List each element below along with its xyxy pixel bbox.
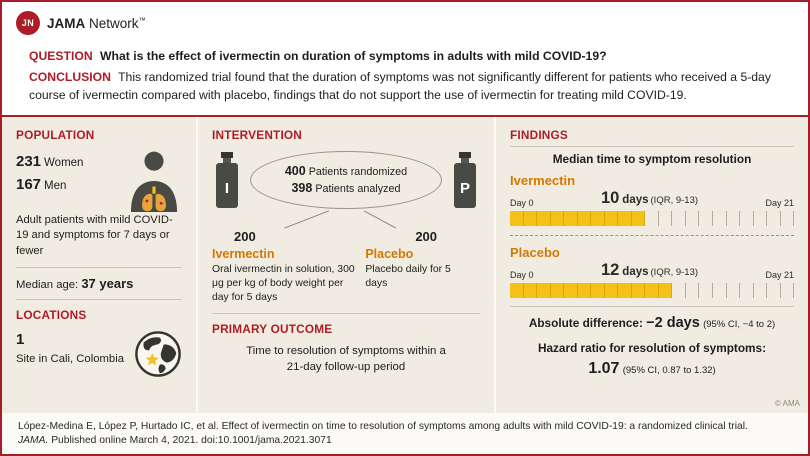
divider xyxy=(510,305,794,307)
day-start-label: Day 0 xyxy=(510,197,534,208)
jama-header: JN JAMA Network™ xyxy=(2,2,808,38)
citation-line-2: JAMA. Published online March 4, 2021. do… xyxy=(18,434,792,449)
day-end-label: Day 21 xyxy=(765,197,794,208)
locations-text: 1 Site in Cali, Colombia xyxy=(16,331,124,365)
median-age: Median age: 37 years xyxy=(16,276,134,292)
journal-name: JAMA. xyxy=(18,435,49,447)
conclusion-line: CONCLUSION This randomized trial found t… xyxy=(29,69,788,104)
primary-outcome-text: Time to resolution of symptoms within a … xyxy=(246,344,446,373)
locations-row: 1 Site in Cali, Colombia xyxy=(16,330,182,378)
population-stats-row: 231 Women 167 Men xyxy=(16,150,182,212)
population-stats: 231 Women 167 Men xyxy=(16,150,83,199)
ivermectin-bar-labels: Day 0 10 days (IQR, 9-13) Day 21 xyxy=(510,189,794,208)
ivermectin-arm-count: 200 xyxy=(234,228,256,244)
red-divider xyxy=(2,114,808,117)
hazard-ratio-value: 1.07 xyxy=(588,360,620,378)
citation-rest: Published online March 4, 2021. doi:10.1… xyxy=(48,435,332,447)
conclusion-text: This randomized trial found that the dur… xyxy=(29,70,771,102)
ivermectin-arm-name: Ivermectin xyxy=(212,246,275,261)
day-start-label: Day 0 xyxy=(510,269,534,280)
absolute-difference-value: −2 days xyxy=(646,314,700,331)
randomization-oval: 400 Patients randomized 398 Patients analy… xyxy=(250,150,442,209)
question-label: QUESTION xyxy=(29,49,93,63)
placebo-arm-count: 200 xyxy=(415,228,438,244)
intervention-heading: INTERVENTION xyxy=(212,127,303,142)
randomized-line: 400 Patients randomized xyxy=(284,164,408,179)
logo-monogram: JN xyxy=(21,18,35,28)
citation-line-1: López-Medina E, López P, Hurtado IC, et … xyxy=(18,420,748,432)
divider xyxy=(212,312,480,314)
placebo-median-value: 12 days (IQR, 9-13) xyxy=(600,260,699,279)
arms-row: 200 Ivermectin Oral ivermectin in soluti… xyxy=(212,229,480,305)
ivermectin-arm: 200 Ivermectin Oral ivermectin in soluti… xyxy=(212,229,355,305)
intervention-panel: INTERVENTION I 400 Patients randomized 39… xyxy=(198,116,494,413)
ivermectin-bottle-icon: I xyxy=(216,151,238,208)
trademark-symbol: ™ xyxy=(138,17,146,24)
findings-subtitle: Median time to symptom resolution xyxy=(552,151,752,166)
ivermectin-result-label: Ivermectin xyxy=(510,172,576,188)
ivermectin-median-value: 10 days (IQR, 9-13) xyxy=(600,188,699,207)
divider xyxy=(16,299,182,301)
brand-name: JAMA Network™ xyxy=(47,16,146,31)
placebo-timeline-bar xyxy=(510,282,795,298)
placebo-bottle-icon: P xyxy=(454,151,476,208)
hazard-ratio-line: 1.07 (95% CI, 0.87 to 1.32) xyxy=(510,357,794,380)
patient-icon xyxy=(130,151,178,212)
globe-icon xyxy=(135,331,181,378)
primary-outcome-heading: PRIMARY OUTCOME xyxy=(212,321,333,336)
ivermectin-arm-description: Oral ivermectin in solution, 300 μg per … xyxy=(212,263,355,303)
divider xyxy=(16,267,182,269)
question-text: What is the effect of ivermectin on dura… xyxy=(100,49,607,63)
population-panel: POPULATION 231 Women 167 Men Adult patient… xyxy=(2,116,196,413)
ama-copyright: © AMA xyxy=(774,398,800,408)
bottle-letter-i: I xyxy=(225,180,229,197)
hazard-ratio: Hazard ratio for resolution of symptoms:… xyxy=(510,340,794,380)
question-line: QUESTION What is the effect of ivermecti… xyxy=(29,48,788,65)
conclusion-label: CONCLUSION xyxy=(29,70,111,85)
randomization-row: I 400 Patients randomized 398 Patients ana… xyxy=(212,150,480,210)
absolute-difference: Absolute difference: −2 days (95% CI, −4… xyxy=(510,315,794,331)
brand-network: Network xyxy=(89,15,139,31)
population-description: Adult patients with mild COVID-19 and sy… xyxy=(16,213,173,257)
placebo-arm-name: Placebo xyxy=(365,246,414,261)
jama-logo-icon: JN xyxy=(16,11,40,35)
women-stat: 231 Women xyxy=(16,152,84,170)
placebo-bar-labels: Day 0 12 days (IQR, 9-13) Day 21 xyxy=(510,261,794,280)
dashed-divider xyxy=(510,234,794,236)
day-end-label: Day 21 xyxy=(765,269,794,280)
population-heading: POPULATION xyxy=(16,127,95,142)
ivermectin-result-group: Ivermectin Day 0 10 days (IQR, 9-13) Day 2… xyxy=(510,172,795,226)
absolute-difference-ci: (95% CI, −4 to 2) xyxy=(703,318,776,330)
men-stat: 167 Men xyxy=(16,175,67,193)
summary-section: QUESTION What is the effect of ivermecti… xyxy=(2,38,808,115)
placebo-result-group: Placebo Day 0 12 days (IQR, 9-13) Day 21 xyxy=(510,244,795,298)
hazard-ratio-ci: (95% CI, 0.87 to 1.32) xyxy=(622,365,716,377)
placebo-arm-description: Placebo daily for 5 days xyxy=(365,263,451,289)
placebo-arm: 200 Placebo Placebo daily for 5 days xyxy=(365,229,480,305)
citation-footer: López-Medina E, López P, Hurtado IC, et … xyxy=(2,412,808,454)
placebo-result-label: Placebo xyxy=(510,244,560,260)
brand-jama: JAMA xyxy=(47,15,86,31)
findings-heading: FINDINGS xyxy=(510,127,568,142)
panels: POPULATION 231 Women 167 Men Adult patient… xyxy=(2,116,808,413)
hazard-ratio-label: Hazard ratio for resolution of symptoms: xyxy=(537,340,767,355)
findings-panel: FINDINGS Median time to symptom resoluti… xyxy=(496,116,808,413)
locations-heading: LOCATIONS xyxy=(16,308,87,323)
bottle-letter-p: P xyxy=(460,180,470,197)
randomization-connector-lines xyxy=(258,210,435,229)
divider xyxy=(510,145,794,147)
absolute-difference-label: Absolute difference: xyxy=(528,315,643,330)
analyzed-line: 398 Patients analyzed xyxy=(291,180,401,195)
ivermectin-timeline-bar xyxy=(510,210,795,226)
